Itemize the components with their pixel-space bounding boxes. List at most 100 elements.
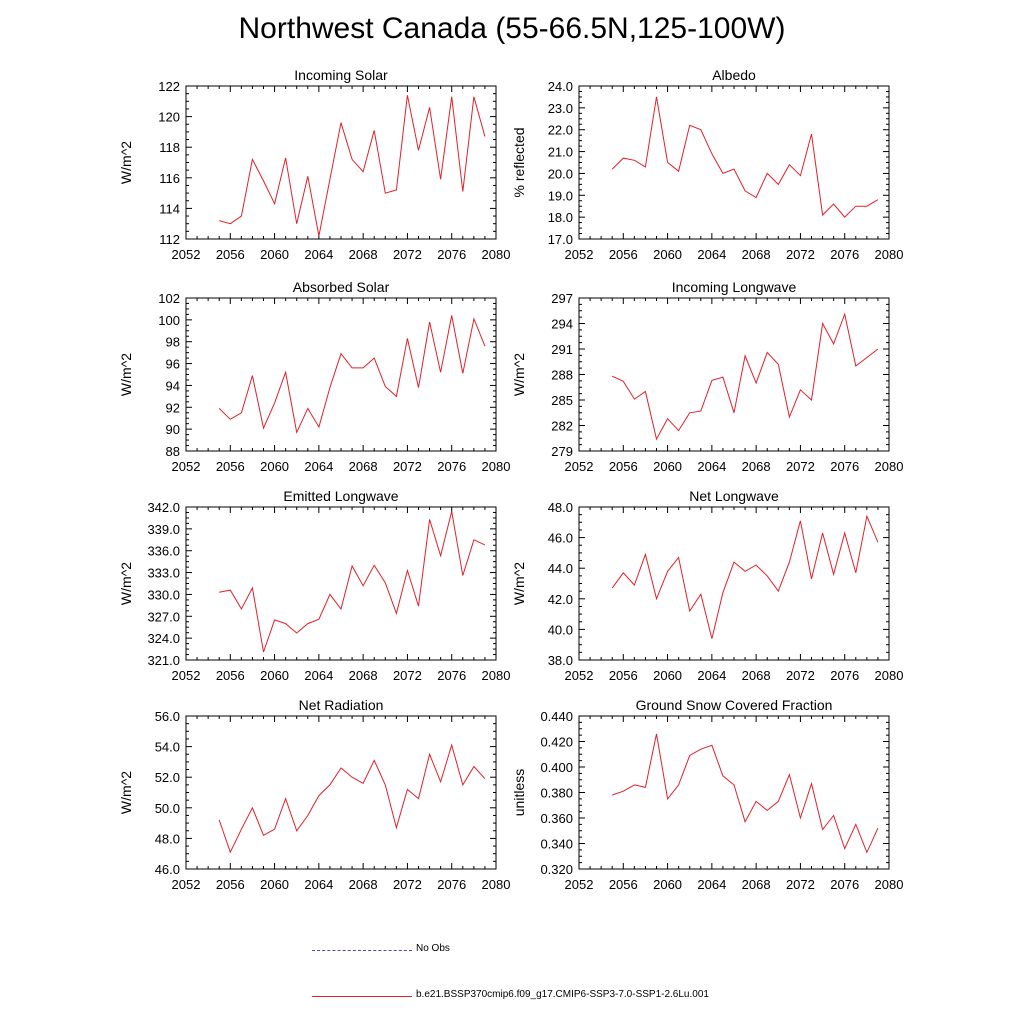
x-tick-label: 2072 <box>786 247 815 262</box>
y-axis-label: unitless <box>511 769 527 816</box>
x-tick-label: 2060 <box>653 668 682 683</box>
y-tick-label: 0.400 <box>540 760 573 775</box>
x-tick-label: 2072 <box>786 877 815 892</box>
x-tick-label: 2080 <box>875 459 904 474</box>
y-tick-label: 116 <box>159 171 180 186</box>
chart-panel-7: Net Radiation W/m^2 2052 2056 2060 2064 2068 20… <box>118 697 510 892</box>
plot-frame <box>578 506 890 661</box>
chart-title: Incoming Longwave <box>672 279 797 295</box>
x-tick-label: 2072 <box>786 668 815 683</box>
plot-frame <box>185 506 497 661</box>
y-tick-label: 92 <box>166 400 180 415</box>
x-tick-label: 2068 <box>349 459 378 474</box>
y-axis-label: W/m^2 <box>118 353 134 396</box>
x-tick-label: 2060 <box>653 459 682 474</box>
x-tick-label: 2052 <box>172 668 201 683</box>
chart-title: Incoming Solar <box>294 67 388 83</box>
x-tick-label: 2076 <box>830 459 859 474</box>
y-tick-label: 54.0 <box>155 740 180 755</box>
y-tick-label: 327.0 <box>147 609 180 624</box>
x-tick-label: 2064 <box>304 877 333 892</box>
y-tick-label: 21.0 <box>548 145 573 160</box>
x-tick-label: 2080 <box>875 668 904 683</box>
x-tick-label: 2060 <box>260 247 289 262</box>
y-tick-label: 94 <box>166 378 180 393</box>
x-tick-label: 2076 <box>437 247 466 262</box>
y-tick-label: 46.0 <box>548 531 573 546</box>
series-line-1 <box>219 511 486 653</box>
legend-model-swatch <box>312 996 412 997</box>
x-tick-label: 2056 <box>609 459 638 474</box>
y-tick-label: 0.340 <box>540 837 573 852</box>
y-tick-label: 297 <box>551 291 573 306</box>
x-tick-label: 2060 <box>260 668 289 683</box>
series-line-1 <box>611 96 879 218</box>
legend-obs-label: No Obs <box>416 943 450 954</box>
y-tick-label: 56.0 <box>155 709 180 724</box>
x-tick-label: 2076 <box>830 877 859 892</box>
y-tick-label: 96 <box>166 357 180 372</box>
y-tick-label: 118 <box>159 140 180 155</box>
y-tick-label: 90 <box>166 422 180 437</box>
x-tick-label: 2076 <box>830 247 859 262</box>
plot-frame <box>578 715 890 870</box>
legend-obs-swatch <box>312 950 412 951</box>
chart-panel-2: Albedo % reflected 2052 2056 2060 2064 2068 207… <box>511 67 903 262</box>
y-tick-label: 40.0 <box>548 622 573 637</box>
x-tick-label: 2056 <box>216 877 245 892</box>
x-tick-label: 2072 <box>786 459 815 474</box>
y-tick-label: 336.0 <box>147 544 180 559</box>
x-tick-label: 2052 <box>172 877 201 892</box>
y-tick-label: 114 <box>159 201 180 216</box>
x-tick-label: 2072 <box>393 459 422 474</box>
y-tick-label: 46.0 <box>155 862 180 877</box>
y-tick-label: 0.320 <box>540 862 573 877</box>
chart-panel-4: Incoming Longwave W/m^2 2052 2056 2060 2064 20… <box>511 279 903 474</box>
chart-title: Net Radiation <box>299 697 384 713</box>
x-tick-label: 2080 <box>482 877 511 892</box>
chart-panel-8: Ground Snow Covered Fraction unitless 2052… <box>511 697 903 892</box>
y-tick-label: 285 <box>551 393 573 408</box>
y-tick-label: 120 <box>158 110 180 125</box>
y-tick-label: 279 <box>551 444 573 459</box>
x-tick-label: 2056 <box>216 247 245 262</box>
y-tick-label: 18.0 <box>548 210 573 225</box>
x-tick-label: 2052 <box>565 877 594 892</box>
x-tick-label: 2060 <box>260 459 289 474</box>
chart-panel-1: Incoming Solar W/m^2 2052 2056 2060 2064 2068 2… <box>118 67 510 262</box>
y-tick-label: 324.0 <box>147 631 180 646</box>
x-tick-label: 2068 <box>349 668 378 683</box>
y-tick-label: 42.0 <box>548 592 573 607</box>
x-tick-label: 2068 <box>349 247 378 262</box>
x-tick-label: 2056 <box>216 459 245 474</box>
y-tick-label: 0.360 <box>540 811 573 826</box>
x-tick-label: 2052 <box>172 247 201 262</box>
series-line-1 <box>611 514 879 639</box>
x-tick-label: 2064 <box>697 877 726 892</box>
y-tick-label: 44.0 <box>548 561 573 576</box>
y-axis-label: W/m^2 <box>118 562 134 605</box>
y-tick-label: 0.420 <box>540 735 573 750</box>
x-tick-label: 2056 <box>609 877 638 892</box>
chart-title: Net Longwave <box>689 488 779 504</box>
x-tick-label: 2080 <box>482 247 511 262</box>
y-axis-label: % reflected <box>511 127 527 197</box>
y-tick-label: 98 <box>166 335 180 350</box>
plot-frame <box>578 85 890 240</box>
y-tick-label: 333.0 <box>147 566 180 581</box>
x-tick-label: 2068 <box>742 877 771 892</box>
chart-panel-5: Emitted Longwave W/m^2 2052 2056 2060 2064 206… <box>118 488 510 683</box>
x-tick-label: 2060 <box>653 877 682 892</box>
x-tick-label: 2060 <box>653 247 682 262</box>
x-tick-label: 2052 <box>565 247 594 262</box>
page-title: Northwest Canada (55-66.5N,125-100W) <box>238 12 786 45</box>
y-axis-label: W/m^2 <box>118 771 134 814</box>
y-tick-label: 294 <box>551 317 573 332</box>
y-tick-label: 48.0 <box>155 831 180 846</box>
x-tick-label: 2064 <box>304 668 333 683</box>
x-tick-label: 2052 <box>565 668 594 683</box>
x-tick-label: 2064 <box>304 247 333 262</box>
series-line-1 <box>612 733 879 854</box>
x-tick-label: 2072 <box>393 247 422 262</box>
